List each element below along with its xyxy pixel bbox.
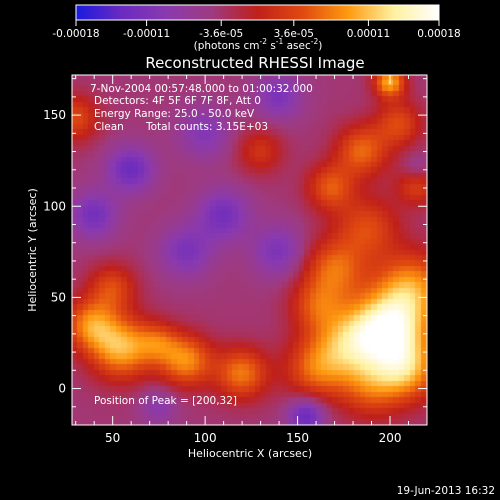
- y-tick-label: 100: [43, 199, 66, 213]
- colorbar-tick-label: 0.00011: [347, 28, 390, 40]
- annotation-energy: Energy Range: 25.0 - 50.0 keV: [94, 108, 255, 120]
- y-tick-label: 150: [43, 108, 66, 122]
- annotation-time: 7-Nov-2004 00:57:48.000 to 01:00:32.000: [90, 83, 313, 95]
- x-tick-label: 200: [379, 431, 402, 445]
- colorbar-ticks: -0.00018 -0.00011 -3.6e-05 3.6e-05 0.00011 0.…: [52, 20, 461, 40]
- chart-title: Reconstructed RHESSI Image: [145, 54, 364, 72]
- annotation-peak: Position of Peak = [200,32]: [94, 395, 238, 407]
- y-tick-label: 0: [58, 382, 66, 396]
- colorbar-tick-label: -0.00011: [123, 28, 170, 40]
- colorbar-gradient: [76, 5, 439, 20]
- plot-frame: [71, 74, 428, 426]
- colorbar-unit: (photons cm-2 s-1 asec-2): [194, 37, 323, 52]
- colorbar-tick-label: -3.6e-05: [199, 28, 243, 40]
- x-tick-label: 100: [194, 431, 217, 445]
- heatmap-plot: 50 100 150 200 0 50 100 150: [43, 74, 428, 445]
- x-axis-label: Heliocentric X (arcsec): [188, 447, 312, 460]
- colorbar-frame: [75, 4, 440, 21]
- heatmap-image: [72, 75, 427, 425]
- colorbar-tick-label: 0.00018: [417, 28, 460, 40]
- axis-ticks: 50 100 150 200 0 50 100 150: [43, 75, 428, 445]
- colorbar-tick-label: -0.00018: [52, 28, 99, 40]
- footer-date: 19-Jun-2013 16:32: [397, 485, 495, 497]
- y-tick-label: 50: [51, 290, 66, 304]
- x-tick-label: 150: [286, 431, 309, 445]
- y-axis-label: Heliocentric Y (arcsec): [26, 188, 39, 312]
- x-tick-label: 50: [105, 431, 120, 445]
- annotation-detectors: Detectors: 4F 5F 6F 7F 8F, Att 0: [94, 95, 261, 107]
- annotation-clean: Clean: [94, 121, 124, 133]
- colorbar-tick-label: 3.6e-05: [274, 28, 314, 40]
- annotation-total-counts: Total counts: 3.15E+03: [146, 121, 269, 133]
- colorbar: -0.00018 -0.00011 -3.6e-05 3.6e-05 0.00011 0.…: [52, 4, 461, 52]
